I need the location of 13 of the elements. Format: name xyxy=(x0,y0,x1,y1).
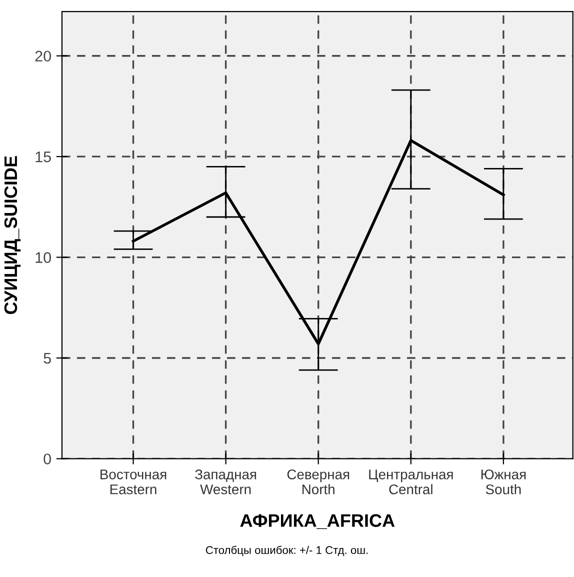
y-tick-label: 5 xyxy=(44,353,51,364)
y-tick-label: 15 xyxy=(36,152,51,162)
y-tick-label: 20 xyxy=(35,50,51,62)
y-axis-title: СУИЦИД_SUICIDE xyxy=(4,156,21,314)
x-tick-label: Центральная Central xyxy=(369,470,453,494)
y-tick-label: 0 xyxy=(44,454,51,464)
x-tick-label: Восточная Eastern xyxy=(100,470,166,494)
text: Столбцы ошибок: +/- 1 Стд. ош. xyxy=(206,546,368,556)
x-tick-label: Южная South xyxy=(481,470,526,494)
x-tick-label: Западная Western xyxy=(195,470,256,494)
y-tick-label: 10 xyxy=(36,252,51,263)
x-tick-label: Северная North xyxy=(287,470,350,494)
x-axis-title: АФРИКА_AFRICA xyxy=(240,514,395,529)
